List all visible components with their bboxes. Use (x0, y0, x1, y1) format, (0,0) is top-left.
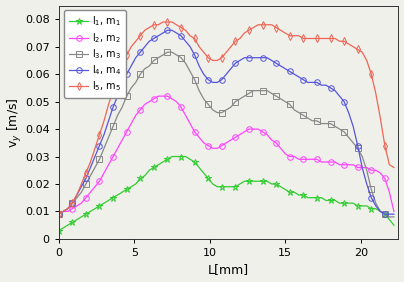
l$_3$, m$_3$ (328, 122, 333, 125)
l$_4$, m$_4$ (337, 94, 342, 98)
l$_4$, m$_4$ (391, 212, 396, 216)
l$_4$, m$_4$ (360, 166, 365, 169)
l$_4$, m$_4$ (328, 86, 333, 90)
l$_5$, m$_5$ (56, 212, 61, 216)
l$_5$, m$_5$ (314, 37, 319, 40)
l$_5$, m$_5$ (391, 166, 396, 169)
l$_2$, m$_2$ (337, 163, 342, 166)
l$_1$, m$_1$ (337, 201, 342, 205)
l$_1$, m$_1$ (170, 155, 175, 158)
l$_4$, m$_4$ (84, 177, 88, 180)
l$_4$, m$_4$ (56, 212, 61, 216)
l$_1$, m$_1$ (56, 229, 61, 232)
l$_1$, m$_1$ (324, 199, 328, 202)
l$_3$, m$_3$ (360, 155, 365, 158)
l$_3$, m$_3$ (56, 212, 61, 216)
l$_1$, m$_1$ (314, 196, 319, 199)
l$_5$, m$_5$ (337, 39, 342, 43)
l$_2$, m$_2$ (314, 158, 319, 161)
l$_2$, m$_2$ (156, 94, 161, 98)
l$_3$, m$_3$ (337, 127, 342, 131)
l$_1$, m$_1$ (84, 212, 88, 216)
l$_2$, m$_2$ (56, 212, 61, 216)
Y-axis label: v$_y$ [m/s]: v$_y$ [m/s] (6, 97, 23, 147)
Line: l$_4$, m$_4$: l$_4$, m$_4$ (56, 27, 397, 217)
l$_2$, m$_2$ (328, 160, 333, 164)
l$_2$, m$_2$ (360, 166, 365, 169)
l$_4$, m$_4$ (324, 83, 328, 87)
l$_2$, m$_2$ (84, 196, 88, 199)
l$_5$, m$_5$ (360, 50, 365, 54)
l$_2$, m$_2$ (391, 210, 396, 213)
l$_1$, m$_1$ (328, 199, 333, 202)
l$_3$, m$_3$ (387, 215, 392, 219)
l$_1$, m$_1$ (360, 204, 365, 208)
l$_3$, m$_3$ (324, 122, 328, 125)
l$_1$, m$_1$ (391, 223, 396, 227)
l$_3$, m$_3$ (314, 119, 319, 122)
l$_5$, m$_5$ (328, 37, 333, 40)
l$_3$, m$_3$ (391, 215, 396, 219)
Legend: l$_1$, m$_1$, l$_2$, m$_2$, l$_3$, m$_3$, l$_4$, m$_4$, l$_5$, m$_5$: l$_1$, m$_1$, l$_2$, m$_2$, l$_3$, m$_3$… (64, 10, 126, 98)
Line: l$_2$, m$_2$: l$_2$, m$_2$ (56, 93, 397, 217)
X-axis label: L[mm]: L[mm] (208, 263, 249, 276)
l$_5$, m$_5$ (324, 37, 328, 40)
l$_5$, m$_5$ (160, 20, 165, 24)
l$_4$, m$_4$ (165, 28, 170, 32)
l$_5$, m$_5$ (84, 171, 88, 175)
Line: l$_5$, m$_5$: l$_5$, m$_5$ (56, 19, 397, 217)
Line: l$_1$, m$_1$: l$_1$, m$_1$ (55, 153, 398, 234)
l$_3$, m$_3$ (165, 50, 170, 54)
l$_3$, m$_3$ (84, 182, 88, 186)
l$_4$, m$_4$ (314, 81, 319, 84)
Line: l$_3$, m$_3$: l$_3$, m$_3$ (56, 49, 397, 220)
l$_2$, m$_2$ (324, 160, 328, 164)
